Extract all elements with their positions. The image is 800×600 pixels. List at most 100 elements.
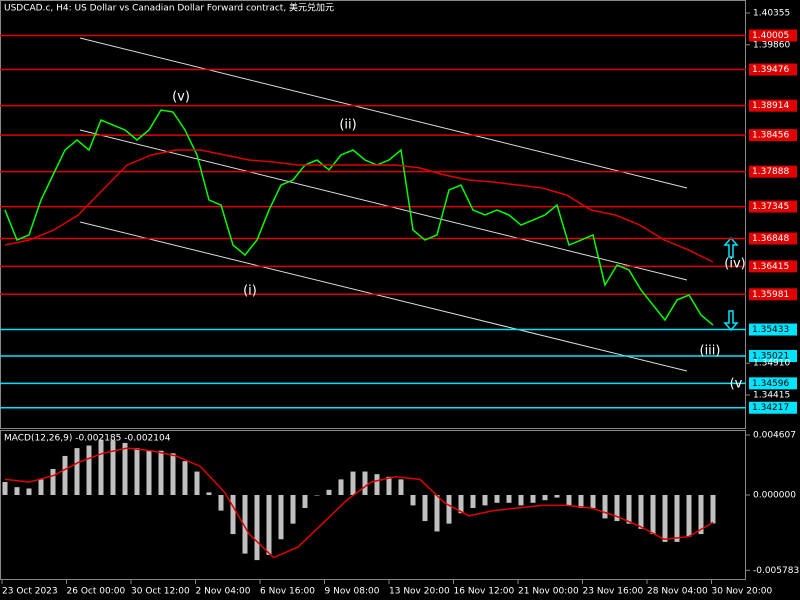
level-label-bg <box>749 377 797 390</box>
histogram-bar <box>218 494 224 511</box>
level-label: 1.34596 <box>752 379 789 389</box>
macd-panel <box>0 430 746 580</box>
histogram-bar <box>350 471 356 495</box>
x-tick-label: 6 Nov 16:00 <box>260 587 315 597</box>
histogram-bar <box>170 453 176 495</box>
level-label: 1.39476 <box>752 65 789 75</box>
histogram-bar <box>554 494 560 498</box>
wave-label: (v <box>730 377 743 392</box>
x-tick-label: 13 Nov 20:00 <box>389 587 450 597</box>
histogram-bar <box>590 494 596 509</box>
level-label-bg <box>749 288 797 301</box>
x-tick-label: 26 Oct 00:00 <box>67 587 126 597</box>
x-tick-label: 21 Nov 00:00 <box>518 587 579 597</box>
y-tick-label: 0.000000 <box>753 490 796 500</box>
level-label: 1.36848 <box>752 234 789 244</box>
histogram-bar <box>50 468 56 495</box>
series-line <box>4 109 714 326</box>
histogram-bar <box>530 494 536 503</box>
histogram-bar <box>242 494 248 554</box>
histogram-bar <box>86 445 92 495</box>
level-label-bg <box>749 63 797 76</box>
level-label: 1.37345 <box>752 202 789 212</box>
histogram-bar <box>674 494 680 542</box>
y-tick-label: 1.40355 <box>753 8 790 18</box>
x-tick-label: 23 Oct 2023 <box>2 587 58 597</box>
y-tick-label: 1.34415 <box>753 391 790 401</box>
level-label-bg <box>749 29 797 42</box>
histogram-bar <box>278 494 284 540</box>
main-panel <box>0 0 746 429</box>
level-label: 1.36415 <box>752 262 789 272</box>
histogram-bar <box>98 440 104 495</box>
y-tick-label: 1.39860 <box>753 40 790 50</box>
x-tick-label: 30 Nov 20:00 <box>712 587 773 597</box>
level-label-bg <box>749 323 797 336</box>
histogram-bar <box>398 479 404 495</box>
level-label: 1.38456 <box>752 131 789 141</box>
wave-label: (ii) <box>339 118 356 133</box>
level-label: 1.38914 <box>752 101 789 111</box>
chart-title: USDCAD.c, H4: US Dollar vs Canadian Doll… <box>4 2 334 14</box>
x-tick-label: 28 Nov 04:00 <box>647 587 708 597</box>
histogram-bar <box>302 494 308 509</box>
histogram-bar <box>110 440 116 495</box>
up-arrow <box>723 236 739 258</box>
wave-label: (iv) <box>724 257 745 272</box>
histogram-bar <box>74 448 80 495</box>
histogram-bar <box>614 494 620 522</box>
histogram-bar <box>458 494 464 514</box>
histogram-bar <box>206 492 212 495</box>
histogram-bar <box>134 448 140 495</box>
histogram-bar <box>374 474 380 495</box>
histogram-bar <box>434 494 440 532</box>
level-label-bg <box>749 350 797 363</box>
histogram-bar <box>266 494 272 555</box>
histogram-bar <box>422 494 428 522</box>
x-tick-label: 30 Oct 12:00 <box>131 587 190 597</box>
histogram-bar <box>314 494 320 496</box>
histogram-bar <box>566 494 572 506</box>
histogram-bar <box>542 494 548 501</box>
level-label: 1.34217 <box>752 403 789 413</box>
histogram-bar <box>194 471 200 495</box>
histogram-bar <box>62 455 68 495</box>
y-tick-label: 0.004607 <box>753 431 796 441</box>
channel-line <box>79 221 688 372</box>
y-tick-label: 1.34910 <box>753 359 790 369</box>
histogram-bar <box>362 471 368 495</box>
histogram-bar <box>662 494 668 542</box>
histogram-bar <box>518 494 524 506</box>
histogram-bar <box>38 479 44 495</box>
level-label: 1.35021 <box>752 352 789 362</box>
wave-label: (i) <box>243 284 257 299</box>
histogram-bar <box>230 494 236 535</box>
histogram-bar <box>182 461 188 495</box>
y-tick-label: -0.005783 <box>753 566 799 576</box>
histogram-bar <box>482 494 488 506</box>
histogram-bar <box>446 494 452 524</box>
level-label-bg <box>749 200 797 213</box>
level-label-bg <box>749 232 797 245</box>
down-arrow <box>723 310 739 332</box>
histogram-bar <box>338 479 344 495</box>
histogram-bar <box>650 494 656 535</box>
histogram-bar <box>254 494 260 561</box>
level-label-bg <box>749 401 797 414</box>
wave-label: (v) <box>172 90 190 105</box>
x-tick-label: 23 Nov 16:00 <box>583 587 644 597</box>
level-label: 1.35433 <box>752 325 789 335</box>
level-label: 1.37888 <box>752 167 789 177</box>
histogram-bar <box>602 494 608 519</box>
series-line <box>4 447 714 559</box>
histogram-bar <box>2 481 8 495</box>
x-tick-label: 9 Nov 08:00 <box>325 587 380 597</box>
level-label-bg <box>749 260 797 273</box>
level-label-bg <box>749 99 797 112</box>
histogram-bar <box>290 494 296 524</box>
histogram-bar <box>638 494 644 529</box>
histogram-bar <box>14 487 20 495</box>
histogram-bar <box>578 494 584 509</box>
